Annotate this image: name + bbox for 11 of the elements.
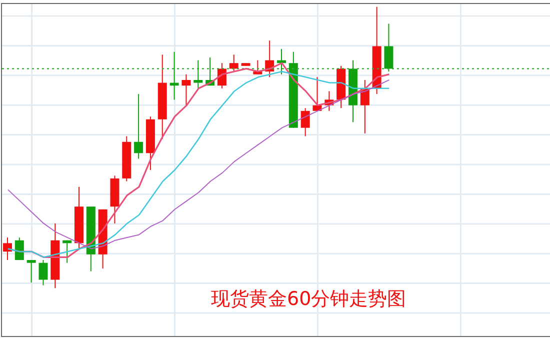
candlestick <box>26 260 36 284</box>
candlestick <box>134 94 144 160</box>
candlestick <box>38 260 48 286</box>
candlestick <box>3 237 12 261</box>
candlestick <box>253 60 262 75</box>
candlestick <box>182 74 191 106</box>
candlestick <box>384 23 394 72</box>
text: 现货黄金60分钟走势图 <box>211 287 406 312</box>
candlestick <box>194 60 203 89</box>
candlestick <box>300 108 310 137</box>
candlestick <box>229 54 238 72</box>
